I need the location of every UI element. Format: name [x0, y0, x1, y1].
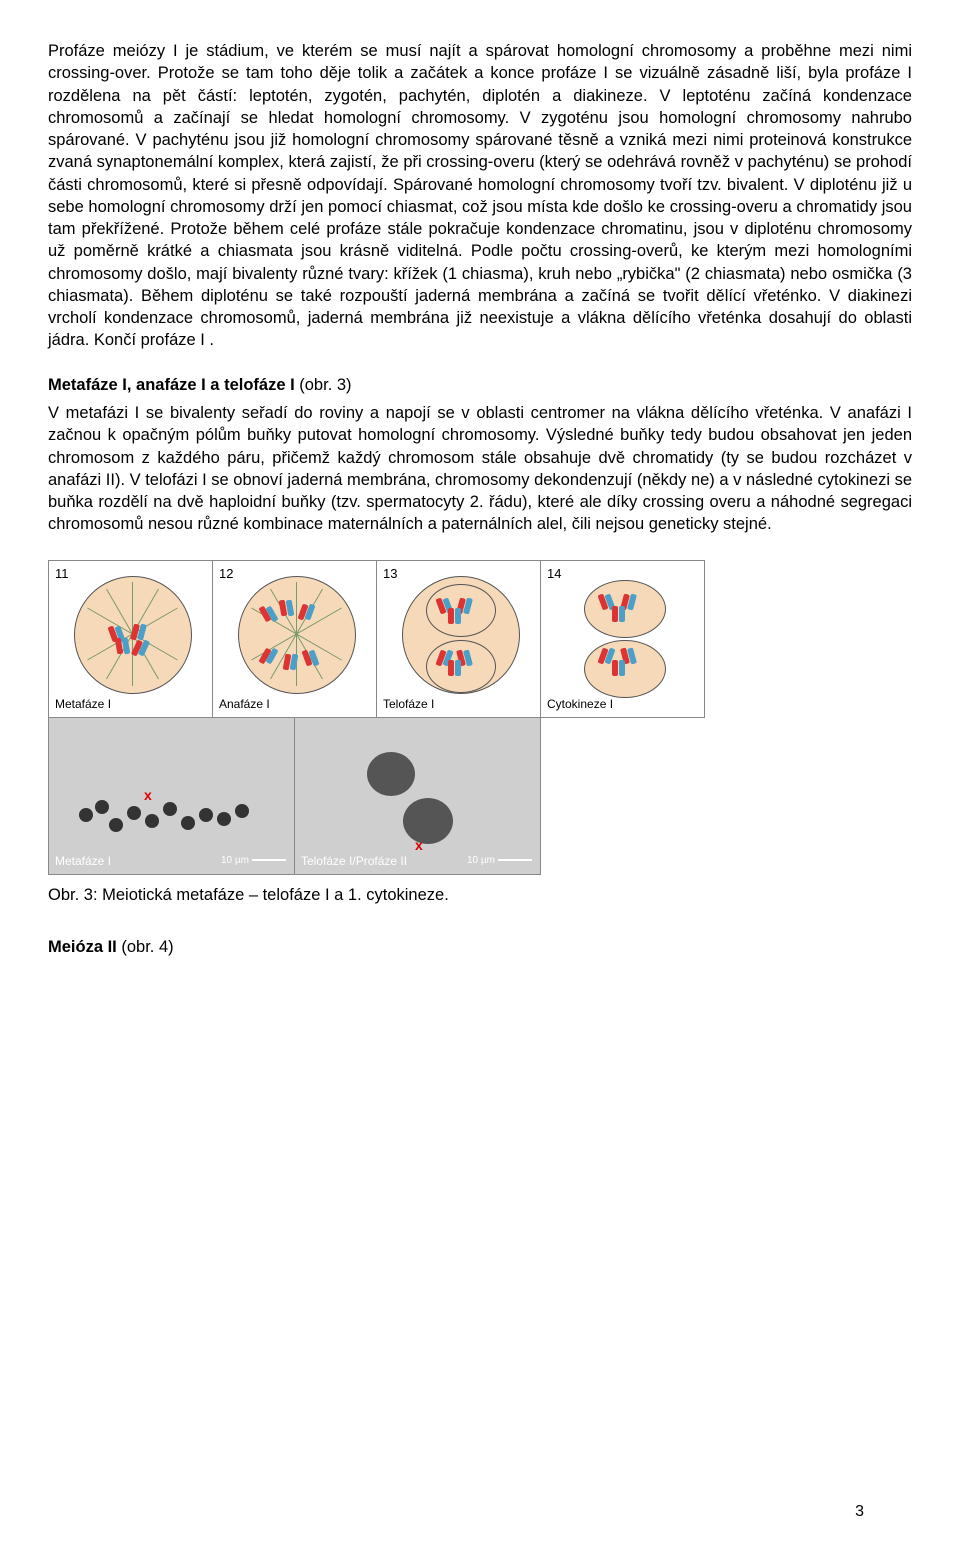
- heading-ref-2: (obr. 4): [117, 938, 174, 956]
- panel-caption: Metafáze I: [55, 853, 111, 869]
- figure-panel: 14 Cytokineze I: [540, 560, 705, 718]
- panel-number: 11: [55, 565, 69, 583]
- panel-number: 13: [383, 565, 397, 583]
- panel-number: 14: [547, 565, 561, 583]
- figure-panel: 11 Metafáze I: [48, 560, 213, 718]
- heading-bold-2: Meióza II: [48, 938, 117, 956]
- heading-bold: Metafáze I, anafáze I a telofáze I: [48, 376, 295, 394]
- scale-label: 10 µm: [467, 854, 532, 868]
- figure-3: 11 Metafáze I12 Anafáze I13: [48, 560, 912, 874]
- figure-panel-micro: 29x 10 µm Metafáze I: [48, 717, 295, 875]
- figure-caption: Obr. 3: Meiotická metafáze – telofáze I …: [48, 884, 912, 906]
- figure-panel-micro: 30x 10 µm Telofáze I/Profáze II: [294, 717, 541, 875]
- heading-ref: (obr. 3): [295, 376, 352, 394]
- heading-metafaze: Metafáze I, anafáze I a telofáze I (obr.…: [48, 374, 912, 396]
- heading-meioza2: Meióza II (obr. 4): [48, 936, 912, 958]
- panel-caption: Telofáze I/Profáze II: [301, 853, 407, 869]
- panel-caption: Cytokineze I: [547, 696, 613, 712]
- figure-row-micrographs: 29x 10 µm Metafáze I30x 10 µm Telofáze I…: [48, 717, 912, 874]
- panel-number: 12: [219, 565, 233, 583]
- figure-panel: 12 Anafáze I: [212, 560, 377, 718]
- page-number: 3: [855, 1501, 864, 1523]
- figure-panel: 13 Telofáze I: [376, 560, 541, 718]
- scale-label: 10 µm: [221, 854, 286, 868]
- panel-caption: Telofáze I: [383, 696, 434, 712]
- paragraph-metafaze: V metafázi I se bivalenty seřadí do rovi…: [48, 402, 912, 536]
- panel-caption: Metafáze I: [55, 696, 111, 712]
- figure-row-diagrams: 11 Metafáze I12 Anafáze I13: [48, 560, 912, 717]
- panel-caption: Anafáze I: [219, 696, 270, 712]
- paragraph-profaze: Profáze meiózy I je stádium, ve kterém s…: [48, 40, 912, 352]
